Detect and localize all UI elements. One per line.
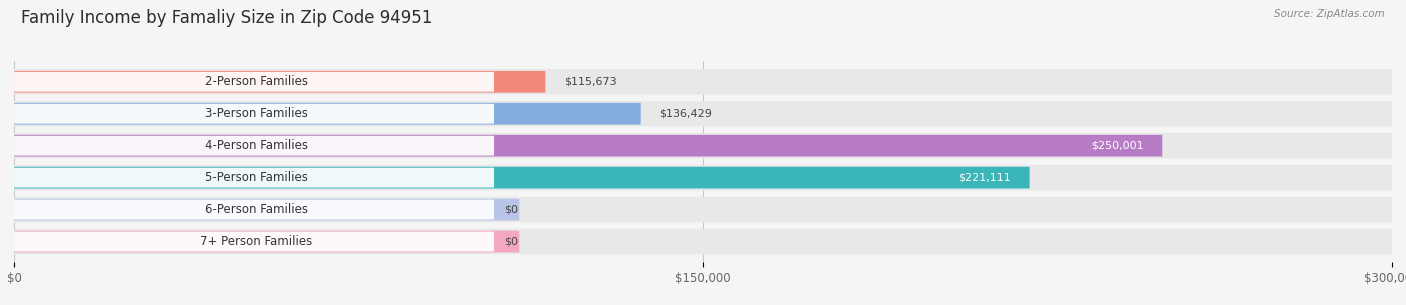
FancyBboxPatch shape xyxy=(14,231,494,251)
FancyBboxPatch shape xyxy=(14,135,1163,156)
Text: Source: ZipAtlas.com: Source: ZipAtlas.com xyxy=(1274,9,1385,19)
FancyBboxPatch shape xyxy=(14,101,1392,127)
Text: $0: $0 xyxy=(505,237,519,246)
Text: 6-Person Families: 6-Person Families xyxy=(205,203,308,216)
FancyBboxPatch shape xyxy=(14,197,1392,222)
Text: $115,673: $115,673 xyxy=(564,77,616,87)
FancyBboxPatch shape xyxy=(14,200,494,220)
FancyBboxPatch shape xyxy=(14,72,494,92)
Text: $221,111: $221,111 xyxy=(959,173,1011,183)
FancyBboxPatch shape xyxy=(14,229,1392,254)
Text: 4-Person Families: 4-Person Families xyxy=(205,139,308,152)
FancyBboxPatch shape xyxy=(14,133,1392,159)
Text: $0: $0 xyxy=(505,205,519,215)
FancyBboxPatch shape xyxy=(14,136,494,156)
Text: 2-Person Families: 2-Person Families xyxy=(205,75,308,88)
Text: Family Income by Famaliy Size in Zip Code 94951: Family Income by Famaliy Size in Zip Cod… xyxy=(21,9,433,27)
Text: 3-Person Families: 3-Person Families xyxy=(205,107,308,120)
FancyBboxPatch shape xyxy=(14,167,1029,188)
Text: $250,001: $250,001 xyxy=(1091,141,1144,151)
FancyBboxPatch shape xyxy=(14,168,494,188)
FancyBboxPatch shape xyxy=(14,199,519,221)
Text: 5-Person Families: 5-Person Families xyxy=(205,171,308,184)
FancyBboxPatch shape xyxy=(14,231,519,253)
FancyBboxPatch shape xyxy=(14,103,641,124)
FancyBboxPatch shape xyxy=(14,104,494,124)
FancyBboxPatch shape xyxy=(14,71,546,93)
Text: 7+ Person Families: 7+ Person Families xyxy=(201,235,312,248)
FancyBboxPatch shape xyxy=(14,69,1392,95)
Text: $136,429: $136,429 xyxy=(659,109,711,119)
FancyBboxPatch shape xyxy=(14,165,1392,190)
